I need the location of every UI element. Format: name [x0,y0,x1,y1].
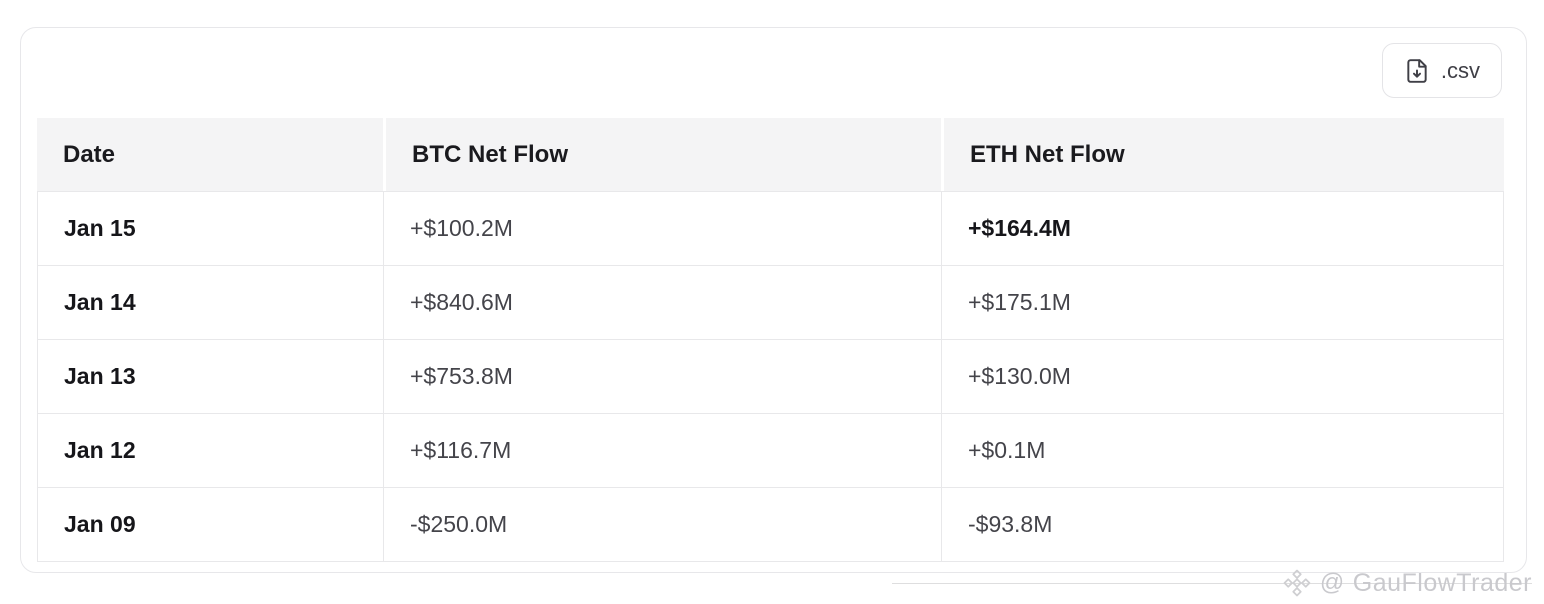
table-row: Jan 13 +$753.8M +$130.0M [37,340,1504,414]
table-row: Jan 12 +$116.7M +$0.1M [37,414,1504,488]
table-row: Jan 15 +$100.2M +$164.4M [37,191,1504,266]
diamond-logo-icon [1283,569,1311,597]
eth-net-flow-cell: +$130.0M [941,340,1504,414]
net-flow-table: Date BTC Net Flow ETH Net Flow Jan 15 +$… [37,118,1504,562]
eth-net-flow-cell: +$0.1M [941,414,1504,488]
eth-net-flow-cell: +$164.4M [941,191,1504,266]
btc-net-flow-cell: +$100.2M [383,191,941,266]
table-row: Jan 09 -$250.0M -$93.8M [37,488,1504,562]
eth-net-flow-cell: -$93.8M [941,488,1504,562]
watermark-at-symbol: @ [1319,569,1345,596]
csv-download-button[interactable]: .csv [1381,43,1502,98]
btc-net-flow-cell: -$250.0M [383,488,941,562]
file-download-icon [1407,58,1427,83]
date-cell: Jan 13 [37,340,383,414]
column-header-btc-net-flow: BTC Net Flow [383,118,941,191]
btc-net-flow-cell: +$753.8M [383,340,941,414]
watermark-line [892,583,1532,584]
date-cell: Jan 12 [37,414,383,488]
watermark-handle: GauFlowTrader [1352,568,1532,597]
eth-net-flow-cell: +$175.1M [941,266,1504,340]
data-card: .csv Date BTC Net Flow ETH Net Flow Jan … [20,27,1527,573]
date-cell: Jan 15 [37,191,383,266]
column-header-date: Date [37,118,383,191]
btc-net-flow-cell: +$116.7M [383,414,941,488]
date-cell: Jan 09 [37,488,383,562]
date-cell: Jan 14 [37,266,383,340]
column-header-eth-net-flow: ETH Net Flow [941,118,1504,191]
csv-button-label: .csv [1440,57,1480,83]
btc-net-flow-cell: +$840.6M [383,266,941,340]
table-header-row: Date BTC Net Flow ETH Net Flow [37,118,1504,191]
watermark: @ GauFlowTrader [892,568,1532,598]
table-row: Jan 14 +$840.6M +$175.1M [37,266,1504,340]
